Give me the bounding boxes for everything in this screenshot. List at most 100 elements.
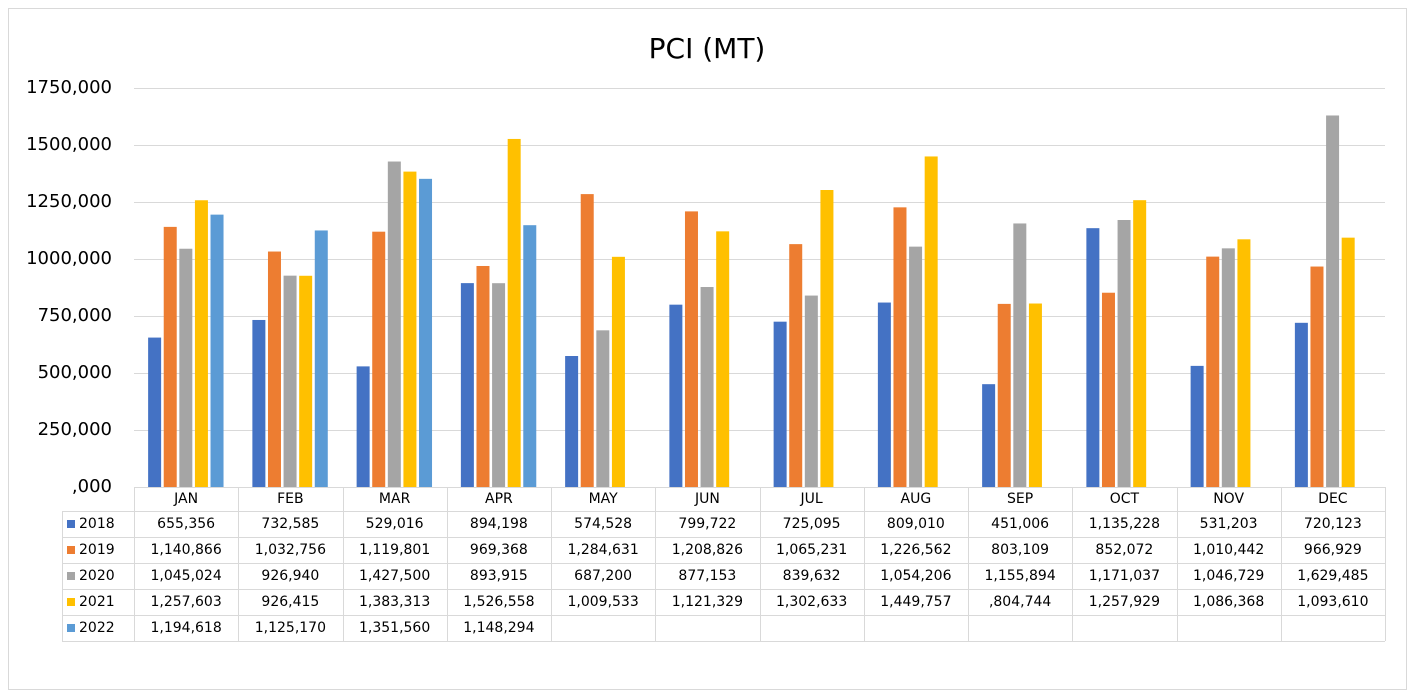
table-cell: 1,032,756 [255,542,326,558]
legend-label: 2020 [79,568,115,584]
bar [1237,239,1251,487]
bar [1133,200,1147,487]
table-cell: 1,194,618 [150,620,221,636]
x-tick-label: MAY [589,491,619,507]
bar [267,251,281,487]
table-cell: 574,528 [574,516,632,532]
bar [283,275,297,487]
table-cell: 1,257,603 [150,594,221,610]
bar [1117,220,1131,487]
table-cell: 803,109 [991,542,1049,558]
table-cell: 799,722 [678,516,736,532]
legend-swatch [67,520,75,528]
table-cell: 809,010 [887,516,945,532]
x-tick-label: OCT [1110,491,1140,507]
table-cell: 1,135,228 [1089,516,1160,532]
bar [492,283,506,487]
bar [356,366,370,487]
bar [820,189,834,487]
table-cell: 966,929 [1304,542,1362,558]
x-tick-label: SEP [1007,491,1033,507]
x-tick-label: NOV [1213,491,1244,507]
table-cell: 1,226,562 [880,542,951,558]
bar [596,330,610,487]
table-cell: 732,585 [261,516,319,532]
table-cell: 720,123 [1304,516,1362,532]
table-cell: 1,526,558 [463,594,534,610]
bar [1326,115,1340,487]
legend-swatch [67,572,75,580]
table-cell: 926,940 [261,568,319,584]
table-cell: 1,427,500 [359,568,430,584]
table-cell: 531,203 [1200,516,1258,532]
table-cell: 1,257,929 [1089,594,1160,610]
table-cell: 1,171,037 [1089,568,1160,584]
legend-swatch [67,598,75,606]
bar [476,265,490,487]
table-cell: 839,632 [783,568,841,584]
bar [804,295,818,487]
bar [877,302,891,487]
x-tick-label: MAR [379,491,411,507]
table-cell: 1,119,801 [359,542,430,558]
table-cell: 1,148,294 [463,620,534,636]
bar [700,287,714,487]
table-cell: 1,284,631 [567,542,638,558]
legend-label: 2018 [79,516,115,532]
table-cell: 893,915 [470,568,528,584]
bar [773,321,787,487]
table-cell: 1,009,533 [567,594,638,610]
bar [210,214,224,488]
table-cell: 969,368 [470,542,528,558]
bar [924,156,938,488]
chart-title: PCI (MT) [649,32,766,65]
y-tick-label: 250,000 [38,419,112,440]
bar [372,231,386,487]
y-tick-label: 1500,000 [26,134,112,155]
bar [460,283,474,487]
bar [716,231,730,487]
table-cell: 877,153 [678,568,736,584]
bar [684,211,698,487]
bar [789,244,803,487]
bar [299,275,313,487]
table-cell: 1,093,610 [1297,594,1368,610]
table-cell: 1,208,826 [672,542,743,558]
bar [252,319,266,487]
bar [997,303,1011,487]
table-cell: 1,351,560 [359,620,430,636]
bar [148,337,162,487]
x-tick-label: FEB [277,491,304,507]
table-cell: 1,045,024 [150,568,221,584]
x-tick-label: JUN [694,491,720,507]
x-tick-label: AUG [901,491,932,507]
table-cell: 926,415 [261,594,319,610]
bar [982,384,996,487]
table-cell: 1,086,368 [1193,594,1264,610]
bar [1310,266,1324,487]
table-cell: ,804,744 [989,594,1051,610]
table-cell: 1,125,170 [255,620,326,636]
bar [419,178,433,488]
table-cell: 687,200 [574,568,632,584]
table-cell: 1,449,757 [880,594,951,610]
bar [1086,228,1100,487]
bar [523,225,537,487]
legend-label: 2021 [79,594,115,610]
legend-label: 2019 [79,542,115,558]
table-cell: 1,121,329 [672,594,743,610]
y-tick-label: 1750,000 [26,77,112,98]
bar [1341,237,1355,487]
bar [893,207,907,487]
y-tick-label: 750,000 [38,305,112,326]
x-tick-label: APR [485,491,513,507]
bar [580,194,594,487]
y-tick-label: 500,000 [38,362,112,383]
bar [1206,256,1220,487]
bar [1221,248,1235,487]
bar [387,161,401,487]
bar [1028,303,1042,487]
bar [1101,292,1115,487]
table-cell: 529,016 [366,516,424,532]
